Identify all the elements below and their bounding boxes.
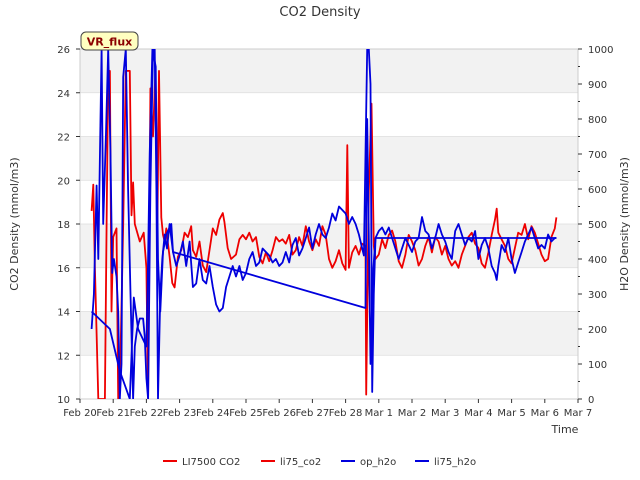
x-tick-label: Mar 7	[564, 408, 592, 419]
x-tick-label: Mar 3	[431, 408, 459, 419]
y2-tick-label: 800	[588, 115, 607, 126]
x-tick-label: Feb 23	[163, 408, 197, 419]
vr-flux-badge: VR_flux	[80, 31, 139, 51]
legend-label: li75_co2	[280, 457, 321, 468]
y-tick-label: 18	[57, 220, 70, 231]
series-li75_h2o	[90, 49, 557, 399]
x-tick-label: Mar 5	[497, 408, 525, 419]
x-tick-label: Feb 26	[262, 408, 296, 419]
legend: LI7500 CO2 li75_co2 op_h2o li75_h2o	[163, 457, 476, 468]
y-tick-label: 22	[57, 133, 70, 144]
y2-tick-label: 200	[588, 325, 607, 336]
y-tick-label: 16	[57, 264, 70, 275]
y2-tick-label: 500	[588, 220, 607, 231]
series-op_h2o	[90, 49, 557, 399]
band	[80, 49, 578, 93]
x-tick-label: Mar 1	[365, 408, 393, 419]
legend-label: LI7500 CO2	[182, 457, 240, 468]
badge-label: VR_flux	[87, 36, 133, 49]
y2-tick-label: 300	[588, 290, 607, 301]
x-tick-label: Feb 28	[329, 408, 363, 419]
y2-tick-label: 600	[588, 185, 607, 196]
x-tick-label: Mar 6	[531, 408, 559, 419]
legend-label: li75_h2o	[434, 457, 476, 468]
series-lines	[90, 49, 558, 399]
x-tick-label: Feb 27	[296, 408, 330, 419]
y-tick-label: 12	[57, 351, 70, 362]
y2-tick-label: 1000	[588, 45, 613, 56]
chart-title: CO2 Density	[279, 5, 360, 20]
x-axis-label: Time	[551, 423, 579, 436]
y-tick-label: 20	[57, 176, 70, 187]
x-tick-label: Feb 24	[196, 408, 230, 419]
x-tick-label: Feb 22	[130, 408, 164, 419]
y-tick-label: 14	[57, 308, 70, 319]
y-tick-label: 10	[57, 395, 70, 406]
y2-tick-label: 100	[588, 360, 607, 371]
x-tick-label: Feb 25	[229, 408, 263, 419]
y2-axis-ticks: 0 100 200 300 400 500 600 700 800 900 1000	[578, 45, 613, 406]
background-bands	[80, 49, 578, 356]
y2-tick-label: 900	[588, 80, 607, 91]
x-tick-label: Mar 2	[398, 408, 426, 419]
y2-tick-label: 700	[588, 150, 607, 161]
x-axis-ticks: Feb 20 Feb 21 Feb 22 Feb 23 Feb 24 Feb 25 Feb …	[63, 399, 592, 419]
y-tick-label: 26	[57, 45, 70, 56]
y2-tick-label: 0	[588, 395, 594, 406]
y2-axis-label: H2O Density (mmol/m3)	[618, 157, 631, 291]
y-axis-ticks: 10 12 14 16 18 20 22 24 26	[57, 45, 80, 406]
x-tick-label: Feb 21	[96, 408, 130, 419]
y-tick-label: 24	[57, 89, 70, 100]
legend-label: op_h2o	[360, 457, 396, 468]
band	[80, 136, 578, 181]
band	[80, 311, 578, 356]
y-axis-label: CO2 Density (mmol/m3)	[8, 157, 21, 290]
x-tick-label: Mar 4	[464, 408, 492, 419]
y2-tick-label: 400	[588, 255, 607, 266]
badge-box	[80, 31, 139, 51]
x-tick-label: Feb 20	[63, 408, 97, 419]
